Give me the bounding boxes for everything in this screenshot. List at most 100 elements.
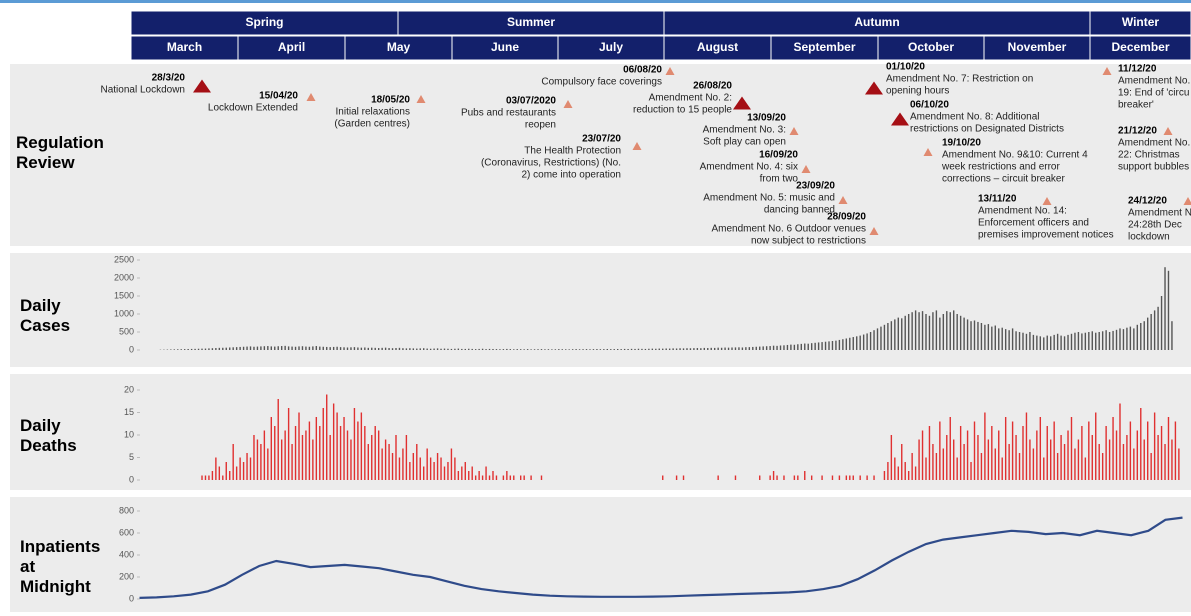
bar	[222, 475, 224, 480]
bar	[953, 310, 955, 350]
bar	[1001, 327, 1003, 350]
bar	[630, 348, 633, 350]
bar	[464, 348, 466, 350]
bar	[769, 346, 771, 350]
bar	[901, 318, 903, 350]
event-date: 19/10/20	[942, 138, 981, 149]
bar	[966, 319, 969, 350]
bar	[180, 349, 182, 350]
bar	[727, 347, 730, 350]
event-text: Amendment No. 8: Additional	[910, 112, 1040, 123]
bar	[1112, 417, 1114, 480]
bar	[1164, 267, 1166, 350]
bar	[488, 475, 491, 480]
bar	[1008, 330, 1010, 350]
bar	[551, 349, 553, 350]
event-text: The Health Protection	[524, 146, 621, 157]
event-text: Amendment No. 5: music and	[703, 193, 835, 204]
bar	[696, 348, 699, 350]
event-date: 16/09/20	[759, 150, 798, 161]
y-tick-label: 800	[119, 505, 134, 515]
event-text: (Coronavirus, Restrictions) (No.	[481, 158, 621, 169]
bar	[959, 315, 962, 350]
bar	[513, 349, 515, 350]
bar	[859, 335, 861, 350]
bar	[405, 435, 408, 480]
bar	[887, 462, 889, 480]
bar	[856, 336, 858, 350]
event-text: week restrictions and error	[941, 162, 1060, 173]
bar	[315, 417, 318, 480]
bar	[478, 348, 480, 350]
bar	[544, 349, 546, 350]
bar	[762, 346, 764, 350]
bar	[218, 347, 221, 350]
bar	[239, 346, 241, 350]
bar	[991, 326, 993, 350]
bar	[1167, 270, 1170, 350]
bar	[804, 343, 806, 350]
bar	[1136, 430, 1139, 480]
bar	[457, 348, 460, 350]
bar	[883, 324, 886, 350]
bar	[263, 430, 266, 480]
bar	[935, 453, 938, 480]
event-date: 23/07/20	[582, 134, 621, 145]
bar	[506, 471, 508, 480]
bar	[745, 347, 747, 350]
bar	[980, 453, 983, 480]
bar	[1150, 314, 1152, 350]
bar	[942, 314, 945, 350]
bar	[201, 475, 203, 480]
bar	[291, 444, 293, 480]
month-label: April	[278, 40, 305, 54]
bar	[939, 317, 941, 350]
bar	[970, 462, 972, 480]
month-label: May	[387, 40, 411, 54]
event-text: now subject to restrictions	[751, 236, 866, 247]
bar	[436, 453, 439, 480]
bar	[474, 349, 477, 350]
bar	[1146, 317, 1149, 350]
bar	[1036, 335, 1038, 350]
bar	[502, 349, 505, 350]
bar	[513, 475, 515, 480]
bar	[1004, 417, 1007, 480]
event-text: restrictions on Designated Districts	[910, 124, 1064, 135]
y-tick-label: 15	[124, 407, 134, 417]
bar	[634, 348, 636, 350]
bar	[1115, 329, 1118, 350]
bar	[575, 349, 577, 350]
bar	[1178, 448, 1180, 480]
bar	[620, 349, 622, 350]
event-marker	[923, 148, 933, 156]
event-text: corrections – circuit breaker	[942, 174, 1065, 185]
bar	[1105, 330, 1107, 350]
event-date: 03/07/2020	[506, 96, 556, 107]
bar	[423, 466, 425, 480]
bar	[1157, 435, 1159, 480]
bar	[339, 426, 342, 480]
panel-title: Regulation Review	[16, 133, 104, 172]
event-date: 18/05/20	[371, 95, 410, 106]
season-cell	[663, 10, 1091, 36]
bar	[890, 435, 893, 480]
bar	[859, 475, 861, 480]
bar	[1032, 334, 1035, 350]
bar	[831, 341, 834, 350]
bar	[668, 348, 671, 350]
bar	[554, 349, 557, 350]
bar	[911, 453, 913, 480]
bar	[381, 347, 383, 350]
bar	[748, 347, 751, 350]
bar	[1133, 328, 1135, 350]
bar	[308, 346, 311, 350]
bar	[1070, 417, 1073, 480]
bar	[218, 466, 221, 480]
bar	[395, 348, 397, 350]
bar	[672, 348, 674, 350]
event-marker	[1042, 197, 1052, 205]
bar	[447, 348, 449, 350]
event-date: 15/04/20	[259, 91, 298, 102]
bar	[613, 349, 615, 350]
